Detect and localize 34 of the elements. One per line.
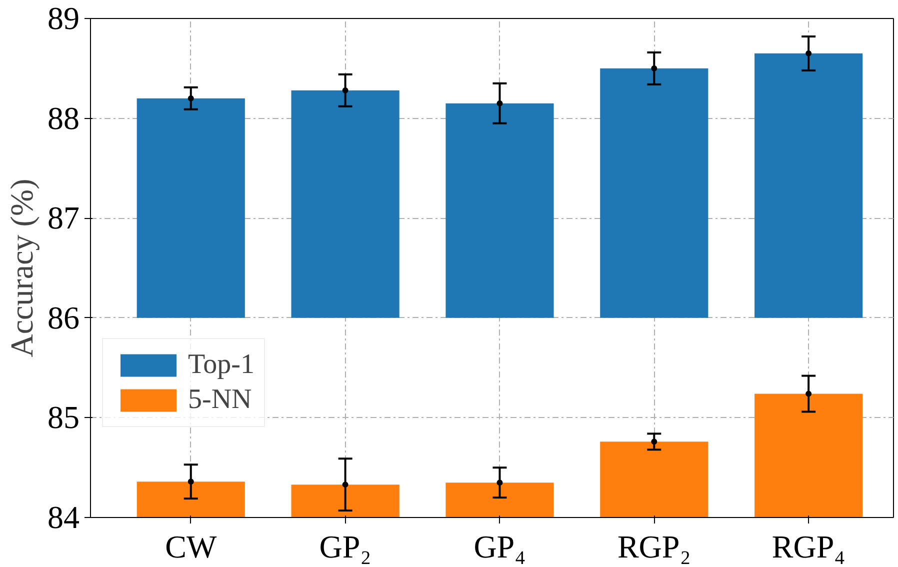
- bar: [136, 98, 245, 318]
- bar: [754, 394, 863, 518]
- x-tick-label: GP₂: [319, 528, 372, 564]
- bar: [291, 90, 400, 318]
- y-tick-label: 88: [48, 100, 80, 136]
- point: [806, 390, 812, 397]
- x-tick-label: RGP₄: [772, 528, 846, 564]
- y-tick-label: 87: [48, 200, 80, 236]
- legend-label: 5-NN: [188, 384, 252, 416]
- bar: [136, 482, 245, 518]
- bar: [446, 103, 554, 318]
- y-tick-label: 89: [48, 0, 80, 36]
- x-tick-label: GP₄: [474, 528, 526, 564]
- point: [342, 482, 348, 488]
- bar: [291, 484, 400, 518]
- y-tick-label: 86: [48, 299, 80, 336]
- point: [651, 438, 658, 445]
- point: [496, 480, 503, 486]
- point: [806, 50, 812, 56]
- legend-label: Top-1: [188, 349, 254, 381]
- point: [651, 65, 658, 72]
- bar: [600, 442, 708, 518]
- bar: [754, 53, 863, 318]
- x-tick-label: CW: [165, 528, 218, 564]
- y-tick-label: 85: [48, 399, 80, 436]
- point: [496, 100, 503, 106]
- point: [188, 478, 194, 485]
- bar: [600, 68, 708, 318]
- point: [188, 95, 194, 102]
- bar: [446, 482, 554, 518]
- point: [342, 87, 348, 94]
- y-tick-label: 84: [48, 499, 80, 535]
- x-tick-label: RGP₂: [617, 528, 691, 564]
- y-axis-title: Accuracy (%): [4, 178, 40, 358]
